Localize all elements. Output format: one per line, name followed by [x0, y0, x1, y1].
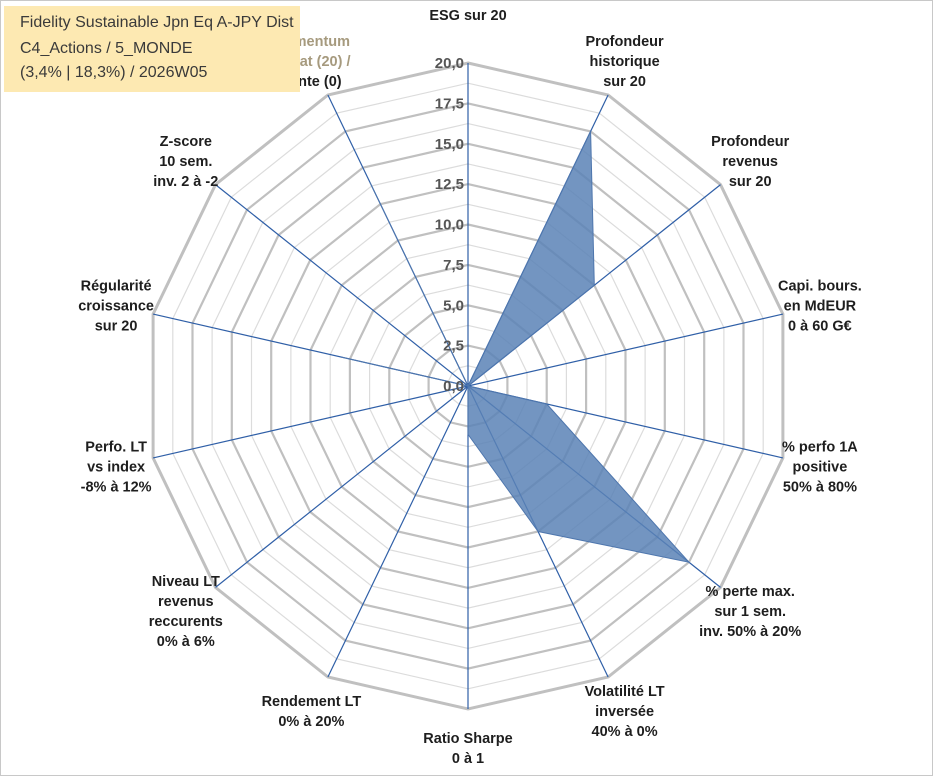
axis-label-line: positive: [793, 459, 848, 475]
tick-label: 2,5: [443, 338, 464, 355]
axis-label-line: -8% à 12%: [81, 479, 152, 495]
axis-label-line: % perte max.: [705, 584, 794, 600]
series-layer: [341, 131, 691, 563]
axis-label-line: 40% à 0%: [592, 724, 658, 740]
axis-label-line: inv. 50% à 20%: [699, 624, 801, 640]
axis-label-line: Profondeur: [711, 134, 789, 150]
axis-label-line: Volatilité LT: [585, 684, 665, 700]
series-area: [341, 131, 691, 563]
tick-label: 7,5: [443, 257, 464, 274]
axis-label-11: Perfo. LT vs index -8% à 12%: [81, 439, 152, 495]
spoke-10: [215, 385, 469, 588]
axis-label-line: 0% à 6%: [157, 634, 215, 650]
axis-label-line: Perfo. LT: [85, 439, 147, 455]
axis-label-5: % perfo 1A positive 50% à 80%: [782, 439, 858, 495]
tick-label: 20,0: [435, 55, 464, 72]
axis-label-12: Régularité croissance sur 20: [78, 279, 154, 335]
axis-label-line: sur 20: [603, 74, 646, 90]
axis-label-line: vs index: [87, 459, 145, 475]
tick-layer: 0,0 2,5 5,0 7,5 10,0 12,5 15,0 17,5 20,0: [435, 55, 464, 395]
axis-label-layer: Note ESG sur 20 Profondeur historique sur 20…: [78, 0, 862, 767]
spoke-11: [152, 385, 469, 459]
tick-label: 10,0: [435, 217, 464, 234]
axis-label-line: inv. 2 à -2: [153, 174, 218, 190]
spoke-13: [215, 184, 469, 387]
axis-label-line: revenus: [158, 594, 214, 610]
axis-label-10: Niveau LT revenus reccurents 0% à 6%: [149, 574, 223, 650]
axis-label-line: % perfo 1A: [782, 439, 858, 455]
axis-label-2: Profondeur historique sur 20: [586, 34, 664, 90]
chart-title: Fidelity Sustainable Jpn Eq A-JPY Dist: [20, 14, 294, 31]
axis-label-7: Volatilité LT inversée 40% à 0%: [585, 684, 665, 740]
axis-label-line: sur 20: [95, 319, 138, 335]
axis-label-line: Rendement LT: [262, 694, 362, 710]
axis-label-line: 0 à 1: [452, 751, 484, 767]
chart-stats: (3,4% | 18,3%) / 2026W05: [20, 64, 208, 81]
axis-label-line: Ratio Sharpe: [423, 731, 512, 747]
spoke-4: [467, 313, 784, 387]
axis-label-line: 50% à 80%: [783, 479, 857, 495]
spoke-9: [327, 385, 469, 678]
axis-label-line: sur 20: [729, 174, 772, 190]
axis-label-line: ESG sur 20: [429, 8, 506, 24]
axis-label-3: Profondeur revenus sur 20: [711, 134, 789, 190]
tick-label: 12,5: [435, 176, 464, 193]
tick-label: 17,5: [435, 95, 464, 112]
axis-label-13: Z-score 10 sem. inv. 2 à -2: [153, 134, 218, 190]
chart-category: C4_Actions / 5_MONDE: [20, 40, 193, 57]
axis-label-4: Capi. bours. en MdEUR 0 à 60 G€: [778, 279, 862, 335]
axis-label-line: sur 1 sem.: [714, 604, 786, 620]
axis-label-line: 10 sem.: [159, 154, 212, 170]
axis-label-line: Capi. bours.: [778, 279, 862, 295]
axis-label-line: revenus: [722, 154, 778, 170]
axis-label-1: Note ESG sur 20: [429, 0, 506, 24]
axis-label-line: 0 à 60 G€: [788, 319, 852, 335]
axis-label-line: Niveau LT: [152, 574, 220, 590]
axis-label-line: croissance: [78, 299, 154, 315]
axis-label-8: Ratio Sharpe 0 à 1: [423, 731, 512, 767]
axis-label-line: inversée: [595, 704, 654, 720]
axis-label-line: historique: [590, 54, 660, 70]
chart-title-box: Fidelity Sustainable Jpn Eq A-JPY Dist C…: [4, 6, 300, 92]
tick-label: 5,0: [443, 297, 464, 314]
axis-label-line: Régularité: [81, 279, 152, 295]
tick-label: 0,0: [443, 378, 464, 395]
axis-label-line: Note: [452, 0, 484, 4]
axis-label-line: Z-score: [160, 134, 212, 150]
axis-label-line: en MdEUR: [784, 299, 857, 315]
axis-label-9: Rendement LT 0% à 20%: [262, 694, 362, 730]
tick-label: 15,0: [435, 136, 464, 153]
axis-label-line: reccurents: [149, 614, 223, 630]
axis-label-6: % perte max. sur 1 sem. inv. 50% à 20%: [699, 584, 801, 640]
axis-label-line: 0% à 20%: [278, 714, 344, 730]
axis-label-line: Profondeur: [586, 34, 664, 50]
